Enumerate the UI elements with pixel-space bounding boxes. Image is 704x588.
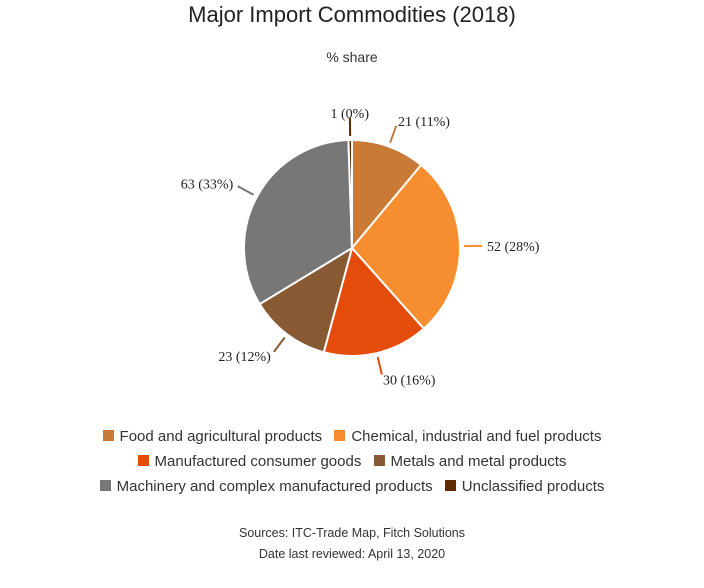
legend-label: Food and agricultural products (119, 428, 323, 445)
legend-label: Chemical, industrial and fuel products (351, 428, 602, 445)
pie-slice[interactable] (258, 245, 354, 354)
pie-slice[interactable] (347, 138, 353, 249)
slice-data-label: 23 (12%) (218, 350, 271, 365)
legend-swatch (334, 430, 346, 441)
legend-item-consumer-goods[interactable]: Manufactured consumer goods (137, 452, 362, 472)
source-line: Sources: ITC-Trade Map, Fitch Solutions (238, 526, 465, 540)
review-date-line: Date last reviewed: April 13, 2020 (258, 547, 446, 561)
legend-swatch (373, 455, 385, 466)
pie-slice[interactable] (322, 245, 426, 357)
legend-item-machinery[interactable]: Machinery and complex manufactured produ… (99, 477, 433, 497)
source-note: Sources: ITC-Trade Map, Fitch Solutions … (0, 523, 704, 565)
legend-item-chemical[interactable]: Chemical, industrial and fuel products (334, 427, 601, 447)
legend-label: Manufactured consumer goods (154, 453, 362, 470)
slice-leader-line (376, 356, 383, 375)
slice-data-label: 30 (16%) (383, 373, 436, 388)
legend-label: Unclassified products (461, 478, 605, 495)
pie-slice[interactable] (351, 138, 423, 251)
slice-leader-line (273, 336, 286, 353)
legend-swatch (99, 480, 111, 491)
slice-data-label: 63 (33%) (181, 178, 234, 193)
legend-item-metals[interactable]: Metals and metal products (373, 452, 567, 472)
slice-data-label: 1 (0%) (331, 107, 370, 122)
legend-row: Food and agricultural products Chemical,… (0, 427, 704, 452)
legend: Food and agricultural products Chemical,… (0, 427, 704, 502)
legend-label: Machinery and complex manufactured produ… (116, 478, 433, 495)
legend-item-food[interactable]: Food and agricultural products (102, 427, 323, 447)
slice-data-label: 21 (11%) (398, 115, 450, 130)
legend-label: Metals and metal products (390, 453, 567, 470)
legend-row: Manufactured consumer goods Metals and m… (0, 452, 704, 477)
legend-item-unclassified[interactable]: Unclassified products (444, 477, 605, 497)
legend-row: Machinery and complex manufactured produ… (0, 477, 704, 502)
slice-data-label: 52 (28%) (487, 240, 540, 255)
pie-slice[interactable] (350, 163, 461, 331)
chart-title: Major Import Commodities (2018) (188, 2, 516, 27)
legend-swatch (102, 430, 114, 441)
legend-swatch (137, 455, 149, 466)
chart-subtitle: % share (326, 49, 378, 65)
legend-swatch (444, 480, 456, 491)
slice-leader-line (237, 185, 254, 196)
pie-chart: 21 (11%) 52 (28%) 30 (16%) 23 (12%) 63 (33%)… (181, 107, 540, 388)
pie-slice[interactable] (243, 139, 354, 306)
slice-leader-line (389, 125, 398, 144)
